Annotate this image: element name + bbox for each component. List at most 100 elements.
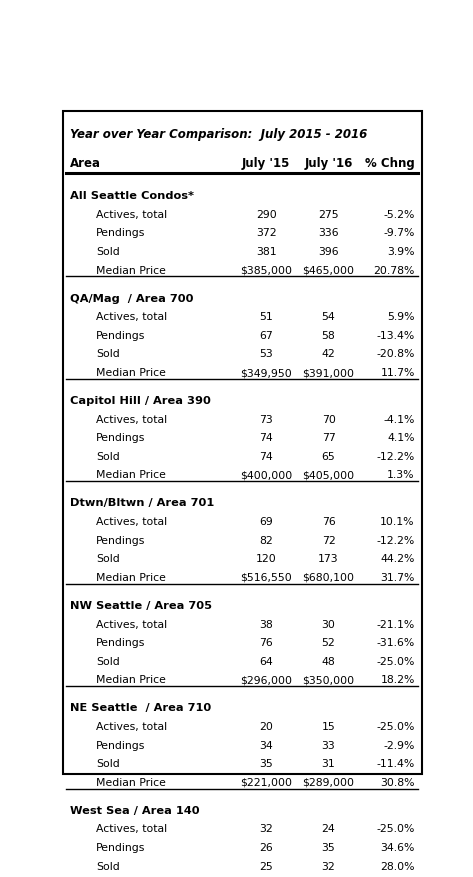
Text: 30.8%: 30.8% [380, 777, 415, 787]
Text: Pendings: Pendings [96, 842, 145, 852]
Text: -25.0%: -25.0% [377, 721, 415, 731]
Text: 381: 381 [256, 246, 277, 257]
Text: 44.2%: 44.2% [380, 553, 415, 564]
Text: Actives, total: Actives, total [96, 721, 167, 731]
Text: July '15: July '15 [242, 157, 290, 170]
Text: $391,000: $391,000 [303, 367, 355, 378]
Text: 20: 20 [259, 721, 273, 731]
Text: Pendings: Pendings [96, 331, 145, 340]
Text: 5.9%: 5.9% [387, 312, 415, 322]
Text: 33: 33 [322, 739, 335, 750]
Text: $349,950: $349,950 [240, 367, 292, 378]
Text: QA/Mag  / Area 700: QA/Mag / Area 700 [70, 293, 193, 303]
Text: $296,000: $296,000 [240, 674, 292, 684]
Text: 72: 72 [322, 535, 335, 545]
Text: -31.6%: -31.6% [377, 638, 415, 647]
Text: 336: 336 [318, 228, 339, 239]
Text: 20.78%: 20.78% [373, 265, 415, 275]
Text: Actives, total: Actives, total [96, 210, 167, 219]
Text: $385,000: $385,000 [240, 265, 292, 275]
Text: 34: 34 [259, 739, 273, 750]
Text: Actives, total: Actives, total [96, 312, 167, 322]
Text: 35: 35 [259, 759, 273, 768]
Text: NW Seattle / Area 705: NW Seattle / Area 705 [70, 600, 212, 610]
Text: Pendings: Pendings [96, 535, 145, 545]
Text: Actives, total: Actives, total [96, 824, 167, 833]
Text: Pendings: Pendings [96, 638, 145, 647]
Text: 372: 372 [256, 228, 277, 239]
Text: 25: 25 [259, 860, 273, 871]
Text: Actives, total: Actives, total [96, 517, 167, 526]
Text: 28.0%: 28.0% [380, 860, 415, 871]
Text: -21.1%: -21.1% [377, 619, 415, 629]
Text: Median Price: Median Price [96, 674, 166, 684]
Text: Sold: Sold [96, 452, 120, 461]
Text: -25.0%: -25.0% [377, 656, 415, 666]
Text: NE Seattle  / Area 710: NE Seattle / Area 710 [70, 702, 211, 712]
Text: Pendings: Pendings [96, 432, 145, 443]
Text: 48: 48 [322, 656, 335, 666]
Text: 1.3%: 1.3% [387, 470, 415, 480]
Text: 18.2%: 18.2% [380, 674, 415, 684]
Text: Actives, total: Actives, total [96, 414, 167, 424]
Text: $350,000: $350,000 [303, 674, 355, 684]
Text: $680,100: $680,100 [303, 572, 355, 582]
Text: Sold: Sold [96, 860, 120, 871]
Text: -11.4%: -11.4% [377, 759, 415, 768]
Text: 38: 38 [259, 619, 273, 629]
Text: 120: 120 [256, 553, 277, 564]
Text: Pendings: Pendings [96, 228, 145, 239]
Text: Dtwn/Bltwn / Area 701: Dtwn/Bltwn / Area 701 [70, 498, 214, 508]
Text: 76: 76 [259, 638, 273, 647]
Text: 76: 76 [322, 517, 335, 526]
Text: 67: 67 [259, 331, 273, 340]
Text: 51: 51 [259, 312, 273, 322]
Text: 32: 32 [322, 860, 335, 871]
Text: 31.7%: 31.7% [380, 572, 415, 582]
Text: 42: 42 [322, 349, 335, 359]
Text: Pendings: Pendings [96, 739, 145, 750]
Text: 26: 26 [259, 842, 273, 852]
Text: -9.7%: -9.7% [383, 228, 415, 239]
Text: 31: 31 [322, 759, 335, 768]
Text: -25.0%: -25.0% [377, 824, 415, 833]
Text: $516,550: $516,550 [240, 572, 292, 582]
Text: -12.2%: -12.2% [377, 452, 415, 461]
Text: 275: 275 [318, 210, 339, 219]
Text: Median Price: Median Price [96, 470, 166, 480]
Text: 58: 58 [322, 331, 335, 340]
Text: Median Price: Median Price [96, 572, 166, 582]
Text: 70: 70 [322, 414, 335, 424]
Text: Sold: Sold [96, 349, 120, 359]
Text: Sold: Sold [96, 553, 120, 564]
Text: 11.7%: 11.7% [380, 367, 415, 378]
Text: 54: 54 [322, 312, 335, 322]
Text: Sold: Sold [96, 656, 120, 666]
Text: $405,000: $405,000 [303, 470, 355, 480]
Text: $400,000: $400,000 [240, 470, 292, 480]
Text: 30: 30 [322, 619, 335, 629]
Text: 3.9%: 3.9% [387, 246, 415, 257]
Text: 10.1%: 10.1% [380, 517, 415, 526]
Text: -12.2%: -12.2% [377, 535, 415, 545]
Text: All Seattle Condos*: All Seattle Condos* [70, 191, 194, 201]
Text: Sold: Sold [96, 246, 120, 257]
Text: $465,000: $465,000 [303, 265, 355, 275]
Text: Year over Year Comparison:  July 2015 - 2016: Year over Year Comparison: July 2015 - 2… [70, 127, 368, 140]
Text: 290: 290 [256, 210, 277, 219]
Text: 64: 64 [259, 656, 273, 666]
Text: West Sea / Area 140: West Sea / Area 140 [70, 805, 200, 815]
Text: 74: 74 [259, 432, 273, 443]
Text: Capitol Hill / Area 390: Capitol Hill / Area 390 [70, 396, 211, 405]
Text: 173: 173 [318, 553, 339, 564]
Text: Median Price: Median Price [96, 265, 166, 275]
Text: % Chng: % Chng [365, 157, 415, 170]
Text: $289,000: $289,000 [303, 777, 355, 787]
Text: 77: 77 [322, 432, 335, 443]
Text: 34.6%: 34.6% [380, 842, 415, 852]
Text: 65: 65 [322, 452, 335, 461]
Text: July '16: July '16 [304, 157, 353, 170]
Text: 82: 82 [259, 535, 273, 545]
Text: -13.4%: -13.4% [377, 331, 415, 340]
Text: -20.8%: -20.8% [377, 349, 415, 359]
